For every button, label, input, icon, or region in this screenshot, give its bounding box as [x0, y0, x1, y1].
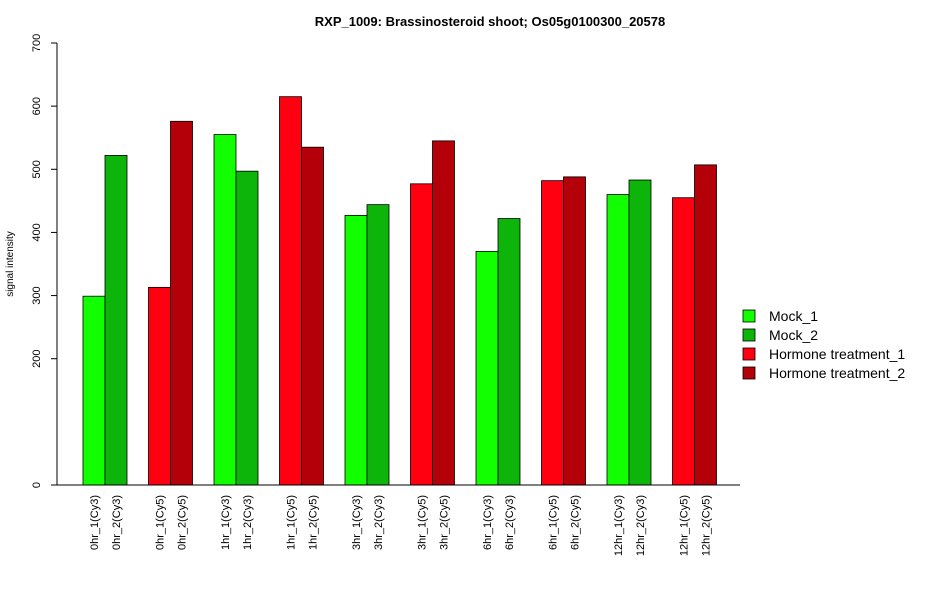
- y-tick-label: 300: [31, 286, 43, 304]
- legend-swatch: [742, 347, 756, 361]
- bar-1hr_1(Cy5): [279, 96, 302, 486]
- x-tick-label: 0hr_2(Cy5): [177, 495, 189, 550]
- x-tick-label: 1hr_2(Cy3): [242, 495, 254, 550]
- bar-1hr_1(Cy3): [213, 134, 237, 486]
- x-tick-label: 3hr_1(Cy3): [351, 495, 363, 550]
- bar-6hr_2(Cy3): [497, 218, 521, 486]
- y-tick-label: 500: [31, 160, 43, 178]
- bar-0hr_1(Cy3): [82, 295, 106, 486]
- y-tick-label: 600: [31, 97, 43, 115]
- x-tick-label: 1hr_2(Cy5): [308, 495, 320, 550]
- x-tick-label: 0hr_2(Cy3): [111, 495, 123, 550]
- bar-1hr_2(Cy5): [301, 146, 324, 486]
- legend-label: Mock_1: [769, 308, 818, 324]
- x-tick-label: 12hr_2(Cy5): [701, 495, 713, 556]
- y-tick-label: 700: [31, 34, 43, 52]
- bar-0hr_2(Cy3): [104, 154, 128, 486]
- x-tick-label: 6hr_1(Cy5): [548, 495, 560, 550]
- legend-label: Hormone treatment_2: [769, 365, 905, 381]
- y-axis: 0 200 300 400 500 600 700: [31, 34, 58, 488]
- bar-12hr_1(Cy3): [606, 194, 630, 486]
- bar-12hr_1(Cy5): [672, 197, 695, 486]
- x-tick-label: 0hr_1(Cy5): [155, 495, 167, 550]
- legend-swatch: [742, 309, 756, 323]
- bars: [82, 96, 717, 486]
- x-tick-label: 1hr_1(Cy3): [220, 495, 232, 550]
- x-tick-label: 0hr_1(Cy3): [89, 495, 101, 550]
- bar-12hr_2(Cy5): [694, 164, 717, 486]
- x-tick-label: 6hr_1(Cy3): [482, 495, 494, 550]
- bar-3hr_1(Cy5): [410, 183, 433, 486]
- bar-1hr_2(Cy3): [235, 170, 259, 486]
- y-tick-label: 400: [31, 223, 43, 241]
- y-tick-label: 200: [31, 350, 43, 368]
- x-tick-label: 3hr_2(Cy5): [439, 495, 451, 550]
- legend-swatch: [742, 366, 756, 380]
- bar-3hr_2(Cy5): [432, 140, 455, 486]
- legend-label: Hormone treatment_1: [769, 346, 905, 362]
- bar-12hr_2(Cy3): [628, 179, 652, 486]
- bar-6hr_2(Cy5): [563, 176, 586, 486]
- x-tick-label: 6hr_2(Cy3): [504, 495, 516, 550]
- legend: Mock_1 Mock_2 Hormone treatment_1 Hormone t…: [742, 308, 905, 381]
- bar-6hr_1(Cy5): [541, 180, 564, 486]
- legend-label: Mock_2: [769, 327, 818, 343]
- bar-3hr_1(Cy3): [344, 214, 368, 486]
- x-tick-label: 12hr_2(Cy3): [635, 495, 647, 556]
- x-tick-label: 3hr_1(Cy5): [417, 495, 429, 550]
- x-tick-label: 12hr_1(Cy3): [613, 495, 625, 556]
- x-tick-label: 1hr_1(Cy5): [286, 495, 298, 550]
- bar-3hr_2(Cy3): [366, 204, 390, 486]
- x-axis-labels: 0hr_1(Cy3) 0hr_2(Cy3) 0hr_1(Cy5) 0hr_2(Cy5)…: [89, 495, 713, 556]
- chart-title: RXP_1009: Brassinosteroid shoot; Os05g01…: [315, 14, 665, 29]
- y-tick-label: 0: [31, 482, 43, 488]
- y-axis-label: signal intensity: [5, 231, 16, 297]
- x-tick-label: 3hr_2(Cy3): [373, 495, 385, 550]
- x-tick-label: 12hr_1(Cy5): [679, 495, 691, 556]
- x-tick-label: 6hr_2(Cy5): [570, 495, 582, 550]
- bar-0hr_2(Cy5): [170, 120, 193, 486]
- bar-0hr_1(Cy5): [148, 286, 171, 486]
- bar-6hr_1(Cy3): [475, 250, 499, 486]
- legend-swatch: [742, 328, 756, 342]
